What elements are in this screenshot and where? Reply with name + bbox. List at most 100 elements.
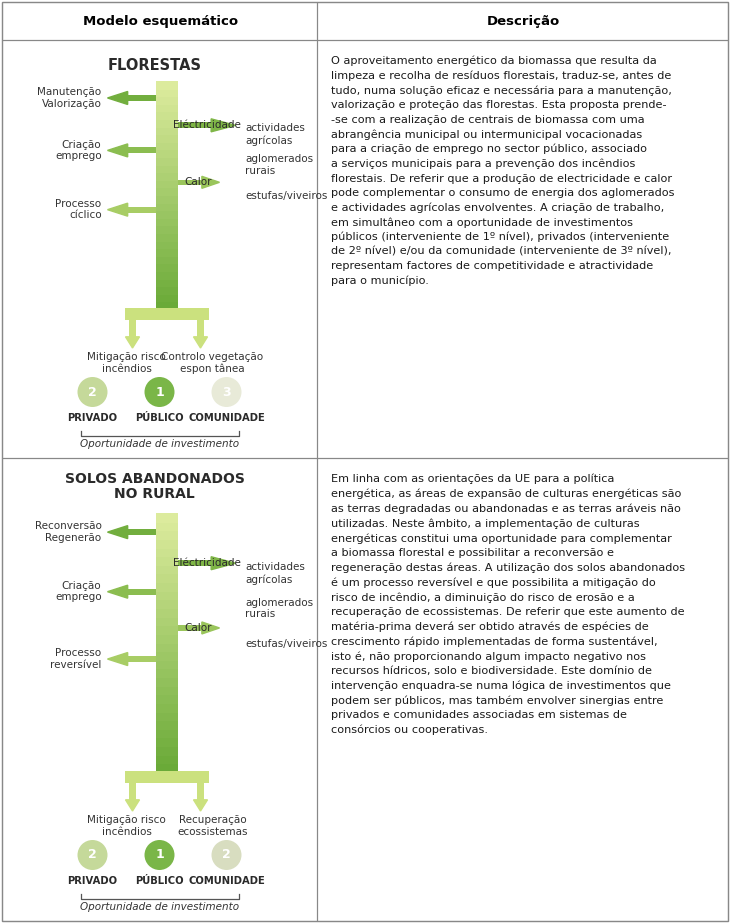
Text: Processo
reversível: Processo reversível [50,648,101,670]
Circle shape [145,377,174,407]
Text: 2: 2 [88,848,97,861]
Text: Reconversão
Regenerão: Reconversão Regenerão [34,521,101,543]
Bar [2,458,317,921]
Bar [155,241,177,249]
Bar [155,737,177,747]
Text: actividades
agrícolas: actividades agrícolas [245,562,305,584]
Circle shape [77,840,107,870]
Bar [155,686,177,695]
Bar [2,2,317,40]
Bar [129,320,136,337]
Text: SOLOS ABANDONADOS: SOLOS ABANDONADOS [64,472,245,486]
Text: 2: 2 [88,386,97,399]
Bar [155,142,177,150]
Text: Descrição: Descrição [487,15,560,28]
Bar [155,626,177,635]
Bar [155,271,177,280]
Bar [155,582,177,592]
Bar [128,207,155,212]
Polygon shape [107,653,128,665]
Bar [155,203,177,211]
Bar [155,150,177,158]
Text: 3: 3 [222,386,231,399]
Text: Mitigação risco
incêndios: Mitigação risco incêndios [87,352,166,374]
Bar [155,617,177,626]
Bar [155,119,177,127]
Bar [155,294,177,303]
Polygon shape [107,91,128,104]
Circle shape [145,840,174,870]
Polygon shape [211,557,236,569]
Bar [155,302,177,310]
Bar [155,187,177,196]
Text: aglomerados
rurais: aglomerados rurais [245,598,314,619]
Bar [155,668,177,678]
Bar [155,521,177,532]
Bar [155,126,177,135]
Text: PÚBLICO: PÚBLICO [135,876,184,886]
Bar [155,600,177,609]
Text: PRIVADO: PRIVADO [67,876,118,886]
Bar [155,694,177,704]
Bar [155,165,177,174]
Text: Modelo esquemático: Modelo esquemático [83,15,238,28]
Text: Oportunidade de investimento: Oportunidade de investimento [80,439,239,449]
Text: PÚBLICO: PÚBLICO [135,413,184,423]
Bar [155,513,177,522]
Polygon shape [211,119,236,132]
Bar [155,539,177,548]
Bar [155,279,177,287]
Polygon shape [126,800,139,811]
Bar [155,96,177,105]
Bar [155,195,177,204]
Bar [177,625,202,630]
Bar [155,180,177,188]
Text: Processo
cíclico: Processo cíclico [55,198,101,221]
Bar [155,264,177,272]
Polygon shape [107,525,128,539]
Bar [128,148,155,153]
Text: Mitigação risco
incêndios: Mitigação risco incêndios [87,815,166,836]
Text: Eléctricidade: Eléctricidade [172,120,240,130]
Bar [155,747,177,756]
Bar [155,234,177,242]
Text: NO RURAL: NO RURAL [114,487,195,501]
Bar [129,783,136,800]
Polygon shape [193,337,207,348]
Circle shape [212,377,242,407]
Bar [155,642,177,653]
Bar [125,308,209,320]
Bar [155,256,177,264]
Bar [155,591,177,600]
Text: Eléctricidade: Eléctricidade [172,558,240,569]
Bar [155,531,177,540]
Bar [128,529,155,535]
Text: Manutenção
Valorização: Manutenção Valorização [37,87,101,109]
Text: estufas/viveiros: estufas/viveiros [245,639,328,649]
Text: Calor: Calor [185,177,212,187]
Bar [155,135,177,143]
Bar [155,677,177,687]
Polygon shape [107,203,128,216]
Bar [155,248,177,257]
Text: COMUNIDADE: COMUNIDADE [188,876,265,886]
Bar [155,173,177,181]
Bar [155,634,177,643]
Text: Controlo vegetação
espon tânea: Controlo vegetação espon tânea [161,352,264,374]
Bar [155,89,177,97]
Bar [317,40,728,458]
Bar [155,104,177,113]
Polygon shape [202,176,220,188]
Bar [155,210,177,219]
Bar [128,95,155,101]
Bar [155,660,177,669]
Bar [155,112,177,120]
Bar [155,286,177,294]
Bar [155,547,177,557]
Text: Recuperação
ecossistemas: Recuperação ecossistemas [177,815,247,836]
Polygon shape [126,337,139,348]
Bar [177,560,211,566]
Bar [155,225,177,234]
Bar [317,458,728,921]
Polygon shape [193,800,207,811]
